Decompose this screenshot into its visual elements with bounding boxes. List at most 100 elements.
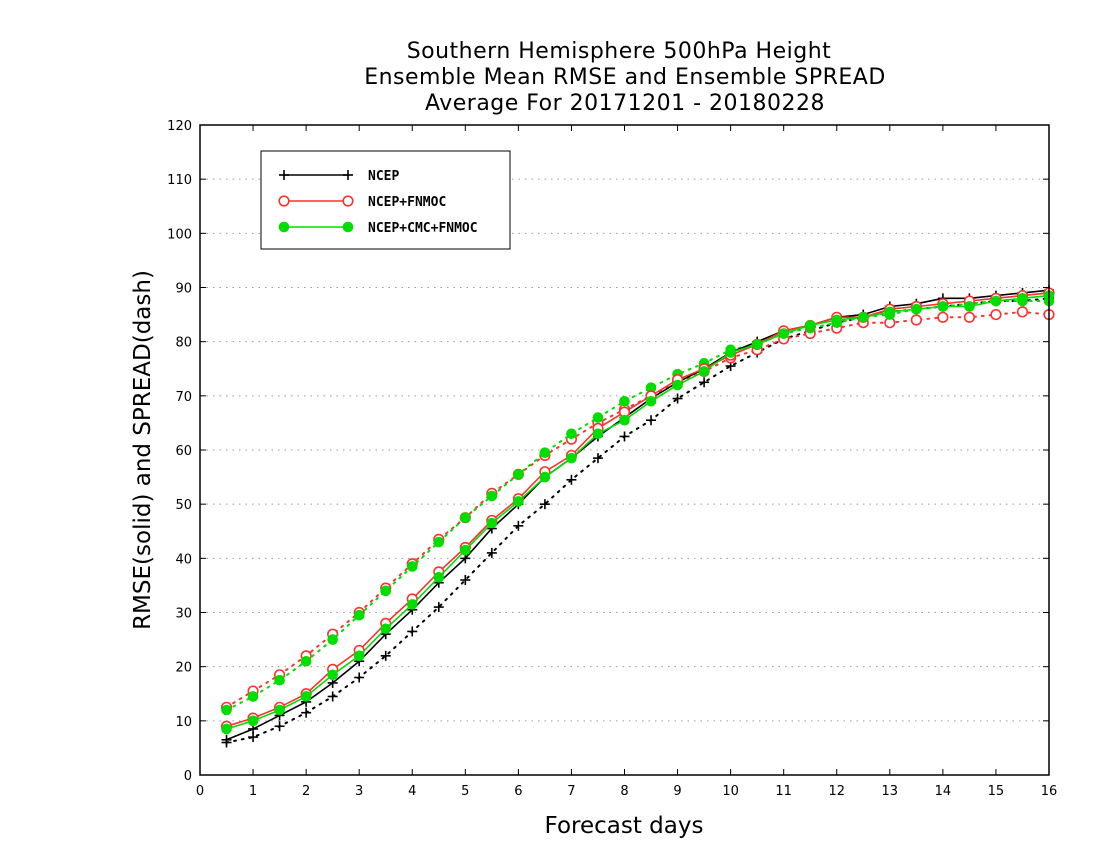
- spread-point: [963, 311, 976, 323]
- spread-point: [592, 412, 604, 423]
- spread-point: [486, 490, 498, 502]
- legend-marker: [342, 195, 354, 207]
- spread-line: [225, 297, 1050, 744]
- legend-item: NCEP+CMC+FNMOC: [278, 221, 478, 236]
- spread-point: [539, 499, 550, 510]
- spread-point: [380, 585, 392, 597]
- spread-point: [646, 415, 657, 426]
- rmse-point: [327, 669, 338, 681]
- spread-point: [672, 393, 683, 404]
- rmse-point: [460, 544, 471, 556]
- title-line-1: Southern Hemisphere 500hPa Height: [407, 39, 832, 64]
- spread-point: [513, 520, 524, 531]
- spread-point: [910, 314, 922, 326]
- x-tick-label: 13: [882, 784, 899, 799]
- x-tick-label: 5: [461, 784, 469, 799]
- legend-marker: [343, 170, 353, 180]
- spread-point: [566, 428, 577, 440]
- x-axis-label: Forecast days: [545, 813, 704, 839]
- x-tick-label: 8: [620, 784, 628, 799]
- spread-point: [460, 512, 471, 524]
- rmse-point: [513, 496, 524, 507]
- spread-point: [990, 308, 1002, 321]
- spread-point: [937, 311, 949, 323]
- y-tick-label: 0: [184, 769, 192, 784]
- rmse-point: [964, 301, 975, 312]
- y-tick-label: 120: [167, 119, 192, 134]
- legend-item: NCEP: [279, 169, 399, 184]
- y-tick-label: 20: [175, 661, 192, 676]
- rmse-point: [566, 452, 577, 464]
- x-tick-label: 4: [408, 784, 416, 799]
- rmse-point: [274, 704, 285, 716]
- series-ncep-cmc-fnmoc-rmse: [221, 290, 1055, 735]
- rmse-point: [751, 339, 763, 350]
- y-tick-label: 50: [175, 498, 192, 513]
- spread-point: [353, 609, 365, 621]
- y-tick-label: 70: [175, 390, 192, 405]
- spread-point: [1016, 306, 1029, 318]
- spread-point: [460, 575, 471, 585]
- spread-line: [225, 310, 1050, 709]
- x-tick-label: 7: [567, 784, 575, 799]
- title-line-3: Average For 20171201 - 20180228: [425, 91, 825, 116]
- rmse-point: [1017, 293, 1028, 304]
- x-tick-label: 12: [828, 784, 845, 799]
- gridlines: [200, 178, 1049, 722]
- spread-point: [513, 469, 524, 480]
- spread-point: [327, 691, 338, 702]
- rmse-line: [226, 294, 1050, 730]
- legend-marker: [342, 221, 354, 233]
- spread-point: [539, 447, 551, 459]
- rmse-point: [937, 301, 949, 312]
- series-ncep-cmc-fnmoc-spread: [221, 295, 1055, 716]
- x-tick-label: 11: [775, 784, 792, 799]
- rmse-point: [221, 734, 232, 745]
- x-tick-label: 10: [722, 784, 739, 799]
- rmse-point: [672, 379, 683, 391]
- spread-point: [433, 536, 445, 548]
- y-tick-label: 60: [175, 444, 192, 459]
- legend-marker: [278, 221, 290, 233]
- series-ncep-fnmoc-spread: [220, 306, 1055, 713]
- x-tick-label: 16: [1041, 784, 1058, 799]
- rmse-point: [698, 366, 710, 377]
- x-tick-label: 0: [196, 784, 204, 799]
- x-tick-label: 6: [514, 784, 522, 799]
- spread-point: [327, 634, 338, 645]
- rmse-point: [911, 303, 922, 315]
- spread-point: [699, 377, 710, 388]
- spread-point: [407, 626, 418, 637]
- spread-point: [433, 602, 444, 613]
- series-ncep-rmse: [221, 285, 1054, 745]
- chart-title: Southern Hemisphere 500hPa Height Ensemb…: [364, 39, 886, 116]
- x-tick-label: 9: [673, 784, 681, 799]
- legend-label: NCEP+CMC+FNMOC: [368, 221, 478, 236]
- spread-point: [619, 431, 630, 442]
- rmse-point: [433, 571, 445, 583]
- spread-point: [354, 672, 365, 683]
- spread-point: [592, 453, 603, 464]
- spread-point: [619, 395, 630, 407]
- rmse-point: [884, 306, 896, 318]
- spread-point: [301, 707, 312, 718]
- x-tick-label: 15: [988, 784, 1005, 799]
- spread-point: [221, 704, 232, 716]
- title-line-2: Ensemble Mean RMSE and Ensemble SPREAD: [364, 65, 886, 90]
- rmse-point: [300, 691, 312, 702]
- rmse-point: [619, 414, 630, 426]
- rmse-point: [380, 623, 392, 635]
- legend-marker: [278, 195, 290, 207]
- rmse-point: [353, 650, 365, 662]
- legend-marker: [279, 170, 289, 180]
- legend-label: NCEP: [368, 169, 399, 184]
- rmse-point: [486, 517, 498, 529]
- x-tick-label: 14: [935, 784, 952, 799]
- series-ncep-spread: [221, 293, 1054, 748]
- rmse-line: [226, 289, 1050, 741]
- legend: NCEP NCEP+FNMOC NCEP+CMC+FNMOC: [260, 150, 511, 250]
- y-tick-label: 40: [175, 552, 192, 567]
- spread-point: [406, 561, 418, 572]
